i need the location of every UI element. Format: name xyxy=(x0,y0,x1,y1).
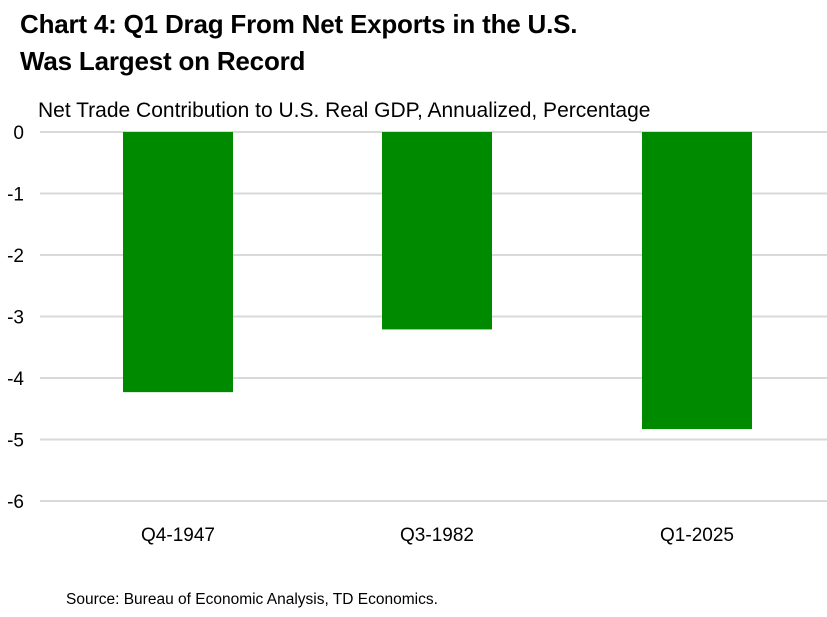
x-tick-label: Q1-2025 xyxy=(660,525,734,546)
bar-q1-2025 xyxy=(642,132,752,430)
y-tick-label: -5 xyxy=(7,431,24,452)
y-tick-label: -2 xyxy=(7,246,24,267)
chart-title-line-1: Chart 4: Q1 Drag From Net Exports in the… xyxy=(20,9,578,39)
bar-q4-1947 xyxy=(123,132,233,393)
y-tick-label: 0 xyxy=(13,123,24,144)
y-axis-tick-labels: 0 -1 -2 -3 -4 -5 -6 xyxy=(7,123,24,513)
y-tick-label: -4 xyxy=(7,369,24,390)
y-tick-label: -6 xyxy=(7,492,24,513)
y-tick-label: -1 xyxy=(7,185,24,206)
bar-q3-1982 xyxy=(382,132,492,330)
x-axis-tick-labels: Q4-1947 Q3-1982 Q1-2025 xyxy=(141,525,734,546)
x-tick-label: Q4-1947 xyxy=(141,525,215,546)
y-tick-label: -3 xyxy=(7,308,24,329)
source-note: Source: Bureau of Economic Analysis, TD … xyxy=(66,591,438,608)
chart-title-line-2: Was Largest on Record xyxy=(20,46,306,76)
chart-title: Chart 4: Q1 Drag From Net Exports in the… xyxy=(20,6,578,80)
x-tick-label: Q3-1982 xyxy=(400,525,474,546)
bars xyxy=(123,132,752,430)
chart-subtitle: Net Trade Contribution to U.S. Real GDP,… xyxy=(38,99,651,122)
